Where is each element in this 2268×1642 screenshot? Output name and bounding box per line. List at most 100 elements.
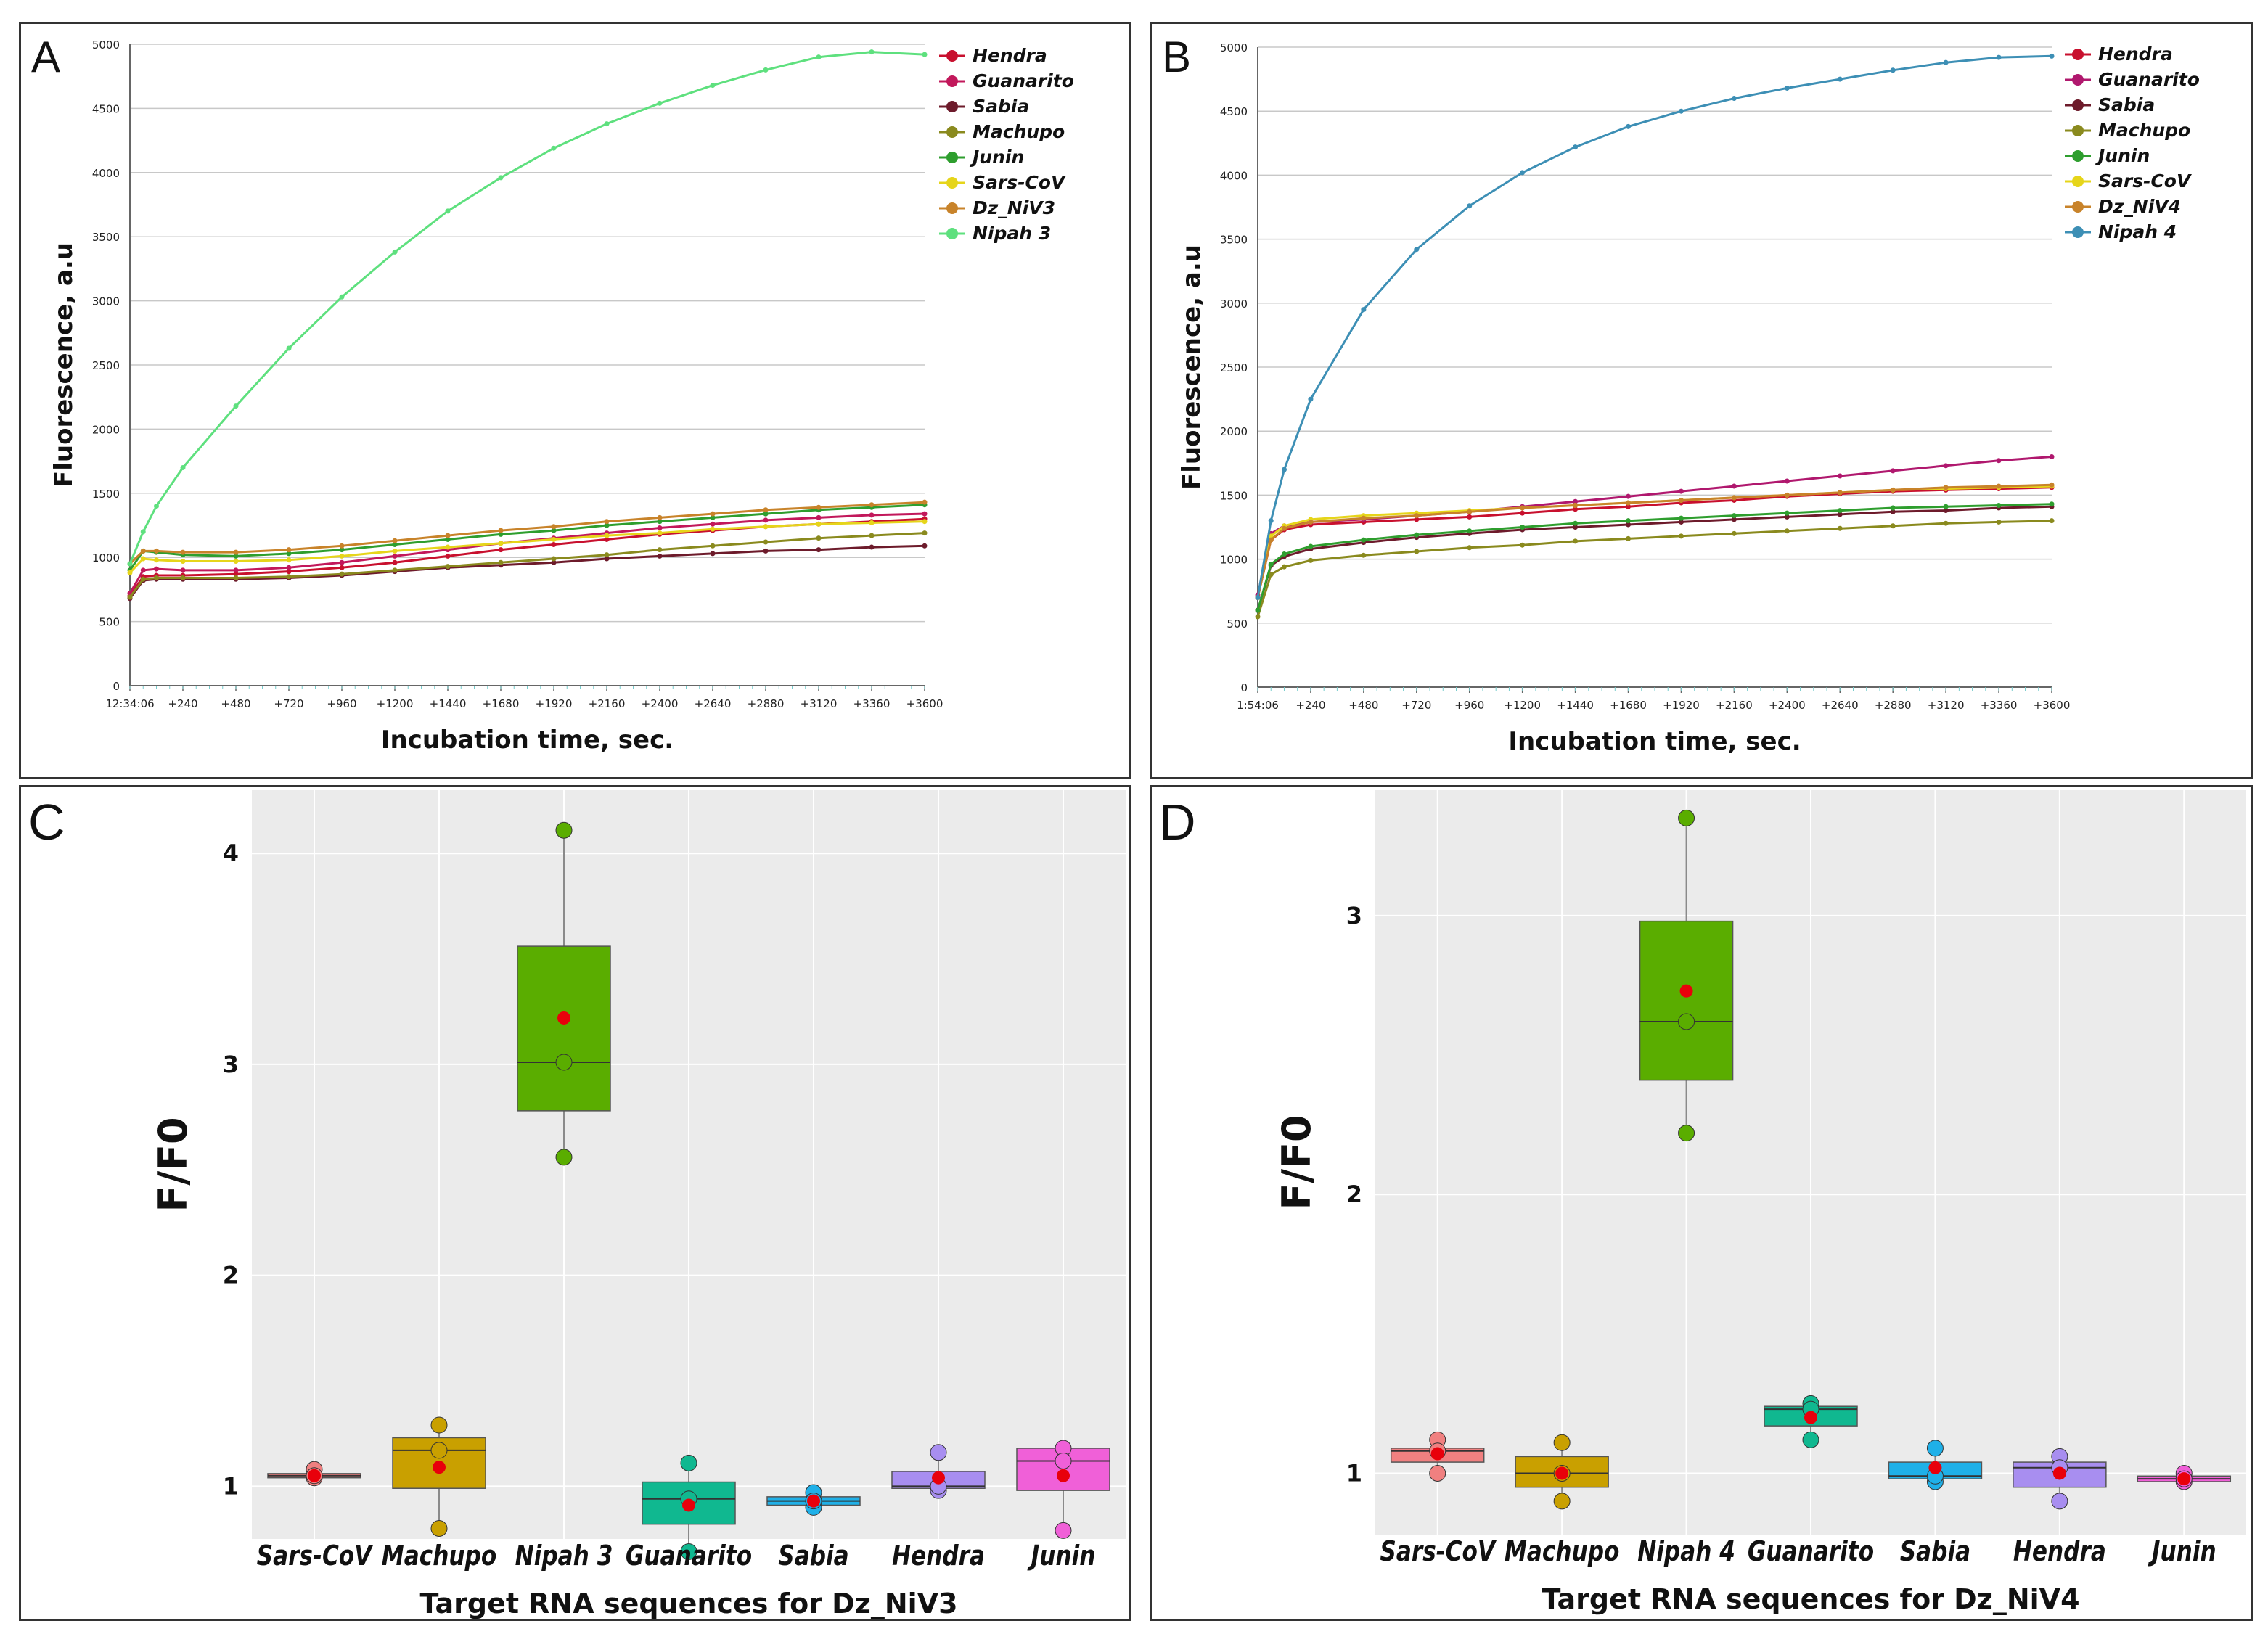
y-tick-label: 500	[99, 616, 120, 629]
data-point	[1553, 1493, 1571, 1510]
y-tick-label: 1000	[92, 551, 120, 565]
data-point	[1361, 307, 1367, 313]
y-tick-label: 2	[1346, 1181, 1362, 1208]
data-point	[1943, 463, 1949, 469]
y-tick-label: 2500	[92, 359, 120, 372]
data-point	[2049, 518, 2055, 524]
x-tick-label: +480	[221, 697, 250, 710]
data-point	[657, 514, 663, 520]
legend-entry-label: Machupo	[2098, 120, 2190, 141]
data-point	[445, 564, 451, 570]
data-point	[1678, 108, 1684, 114]
x-category-label: Sars-CoV	[1380, 1536, 1497, 1568]
mean-marker	[2052, 1466, 2066, 1480]
x-tick-label: +1200	[1504, 699, 1541, 712]
legend-swatch-marker	[2072, 201, 2084, 213]
x-tick-label: +1440	[1557, 699, 1594, 712]
x-tick-label: +2400	[642, 697, 679, 710]
y-tick-label: 3500	[1220, 234, 1248, 247]
data-point	[154, 557, 159, 563]
data-point	[1573, 520, 1579, 526]
x-category-label: Junin	[2148, 1536, 2216, 1568]
data-point	[2049, 53, 2055, 59]
data-point	[1281, 525, 1287, 531]
legend-entry-label: Sabia	[2098, 94, 2155, 115]
data-point	[2051, 1493, 2068, 1510]
data-point	[498, 175, 504, 181]
data-point	[1731, 517, 1737, 522]
box	[1639, 920, 1734, 1081]
data-point	[1520, 170, 1526, 176]
data-point	[339, 294, 345, 300]
data-point	[922, 52, 928, 57]
data-point	[604, 536, 610, 542]
data-point	[1784, 492, 1790, 498]
y-tick-label: 0	[112, 680, 120, 693]
data-point	[498, 541, 504, 546]
data-point	[869, 512, 875, 518]
data-point	[763, 548, 769, 554]
data-point	[551, 559, 557, 565]
series-line-nipah-4	[1256, 54, 2052, 598]
data-point	[140, 576, 146, 582]
data-point	[180, 464, 186, 470]
panel-b: B 0 500 1000 1500 2000 2500 3000 3500 4000 4500 500…	[1150, 22, 2253, 779]
legend-swatch-marker	[946, 101, 958, 112]
data-point	[2049, 482, 2055, 488]
legend-swatch-marker	[946, 228, 958, 239]
data-point	[1255, 595, 1261, 601]
y-tick-label: 4500	[1220, 105, 1248, 118]
data-point	[1308, 519, 1314, 525]
y-tick-label: 3500	[92, 231, 120, 244]
y-tick-label: 4500	[92, 102, 120, 115]
data-point	[392, 538, 398, 543]
data-point	[1467, 509, 1473, 514]
data-point	[1731, 483, 1737, 489]
panel-d: D 1 2 3 F/F0 Target RNA sequences for Dz_NiV4…	[1150, 785, 2253, 1621]
data-point	[763, 524, 769, 530]
data-point	[1837, 525, 1843, 531]
data-point	[339, 547, 345, 553]
data-point	[154, 566, 159, 572]
data-point	[1553, 1434, 1571, 1451]
mean-marker	[1430, 1447, 1444, 1461]
data-point	[604, 533, 610, 538]
y-tick-label: 3	[1346, 902, 1362, 929]
data-point	[392, 567, 398, 573]
x-tick-label: +1680	[483, 697, 520, 710]
data-point	[1467, 528, 1473, 534]
y-tick-label: 3000	[92, 295, 120, 308]
data-point	[551, 145, 557, 151]
series-line-guanarito	[1256, 456, 2052, 596]
data-point	[922, 530, 928, 536]
legend-entry-label: Sars-CoV	[973, 172, 1066, 193]
x-category-label: Nipah 4	[1637, 1536, 1735, 1568]
x-tick-label: +2160	[1716, 699, 1753, 712]
data-point	[551, 524, 557, 530]
data-point	[1281, 467, 1287, 472]
x-tick-label: +2640	[695, 697, 732, 710]
data-point	[1467, 203, 1473, 209]
data-point	[1784, 514, 1790, 520]
data-point	[763, 507, 769, 513]
data-point	[1055, 1452, 1072, 1469]
data-point	[180, 549, 186, 555]
x-category-label: Machupo	[1505, 1536, 1620, 1568]
data-point	[445, 544, 451, 550]
data-point	[1890, 468, 1896, 474]
x-tick-label: +960	[327, 697, 356, 710]
data-point	[1573, 144, 1579, 150]
data-point	[1573, 538, 1579, 544]
data-point	[710, 543, 716, 549]
legend-entry-label: Sabia	[973, 96, 1029, 117]
data-point	[551, 528, 557, 533]
data-point	[710, 526, 716, 532]
y-tick-label: 1500	[1220, 489, 1248, 502]
data-point	[1414, 549, 1420, 554]
y-tick-label: 2000	[1220, 425, 1248, 438]
data-point	[1926, 1440, 1944, 1457]
y-tick-label: 5000	[1220, 41, 1248, 54]
y-tick-label: 0	[1240, 681, 1248, 694]
mean-marker	[557, 1011, 570, 1025]
data-point	[869, 502, 875, 508]
